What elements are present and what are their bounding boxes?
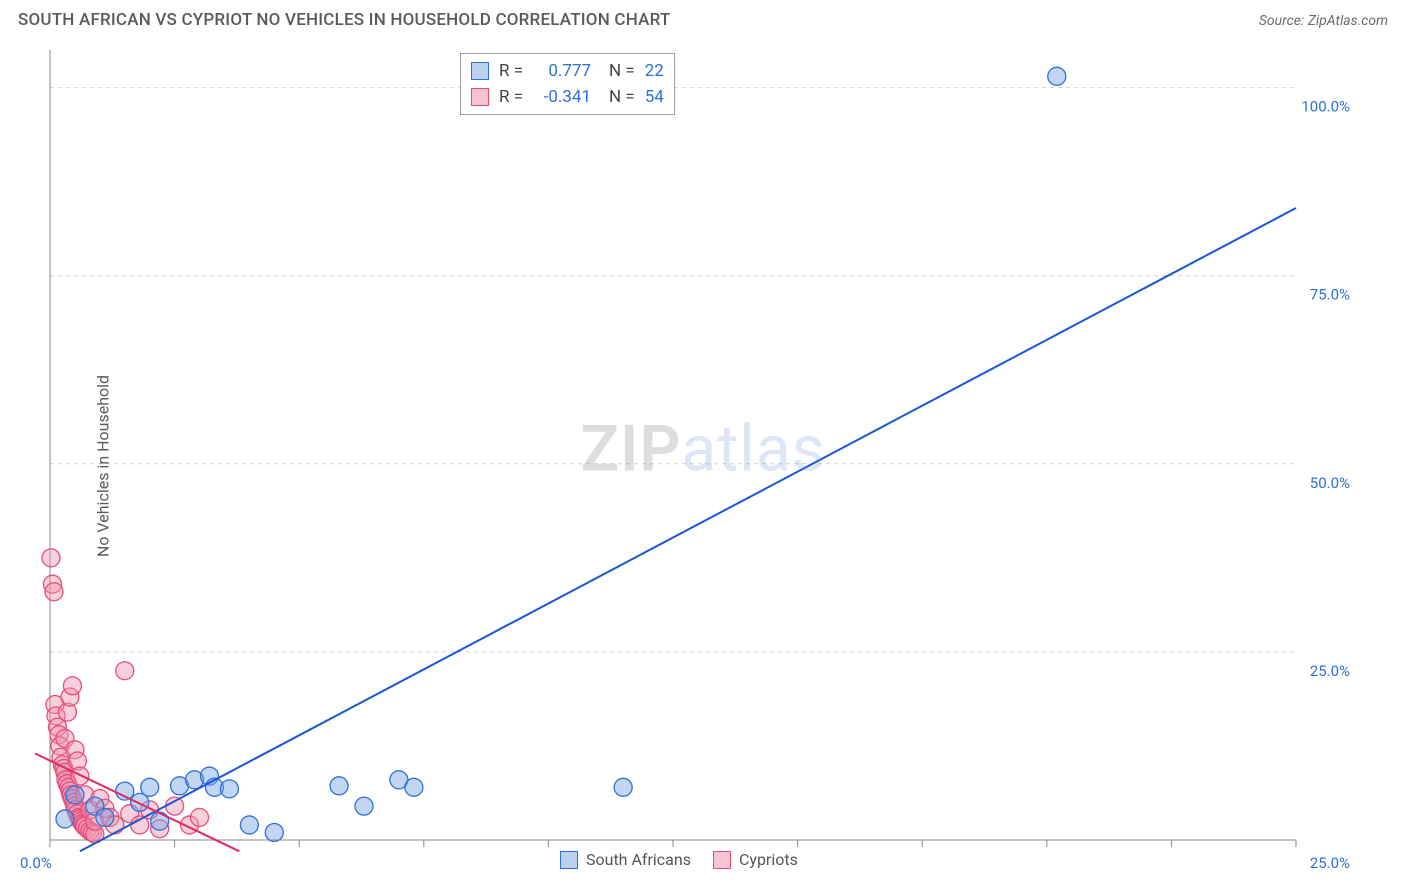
legend-swatch xyxy=(713,851,731,869)
y-tick-label: 25.0% xyxy=(1310,662,1350,680)
legend-item[interactable]: South Africans xyxy=(560,850,691,869)
legend-item[interactable]: Cypriots xyxy=(713,850,798,869)
legend-swatch xyxy=(471,88,489,106)
stats-legend-box: R = 0.777 N = 22 R = -0.341 N = 54 xyxy=(460,53,675,115)
stats-row: R = 0.777 N = 22 xyxy=(471,58,664,84)
x-tick-label: 0.0% xyxy=(20,854,52,872)
x-tick-label: 25.0% xyxy=(1310,854,1350,872)
series-legend: South Africans Cypriots xyxy=(560,850,798,869)
data-point[interactable] xyxy=(220,780,238,798)
data-point[interactable] xyxy=(330,777,348,795)
scatter-chart: 25.0% 50.0% 75.0% 100.0% 0.0% 25.0% xyxy=(0,40,1406,892)
r-value: -0.341 xyxy=(533,87,591,107)
data-point[interactable] xyxy=(96,808,114,826)
data-point[interactable] xyxy=(240,816,258,834)
n-value: 54 xyxy=(645,87,664,107)
legend-swatch xyxy=(560,851,578,869)
data-point[interactable] xyxy=(116,662,134,680)
source-attribution: Source: ZipAtlas.com xyxy=(1259,13,1388,29)
data-point[interactable] xyxy=(45,583,63,601)
r-label: R = xyxy=(499,87,523,107)
y-tick-label: 75.0% xyxy=(1310,286,1350,304)
chart-title: SOUTH AFRICAN VS CYPRIOT NO VEHICLES IN … xyxy=(18,10,670,30)
y-tick-label: 100.0% xyxy=(1301,98,1350,116)
data-point[interactable] xyxy=(614,778,632,796)
data-point[interactable] xyxy=(1048,67,1066,85)
data-point[interactable] xyxy=(63,677,81,695)
r-value: 0.777 xyxy=(533,61,591,81)
data-point[interactable] xyxy=(191,808,209,826)
data-point[interactable] xyxy=(355,797,373,815)
legend-label: Cypriots xyxy=(739,850,798,869)
legend-swatch xyxy=(471,62,489,80)
n-value: 22 xyxy=(645,61,664,81)
data-point[interactable] xyxy=(42,549,60,567)
data-point[interactable] xyxy=(405,778,423,796)
n-label: N = xyxy=(609,61,635,81)
data-point[interactable] xyxy=(166,797,184,815)
r-label: R = xyxy=(499,61,523,81)
data-point[interactable] xyxy=(141,778,159,796)
data-point[interactable] xyxy=(66,786,84,804)
data-point[interactable] xyxy=(265,823,283,841)
regression-line xyxy=(80,208,1296,851)
chart-container: No Vehicles in Household ZIPatlas 25.0%5… xyxy=(0,40,1406,892)
source-link[interactable]: ZipAtlas.com xyxy=(1308,13,1388,29)
stats-row: R = -0.341 N = 54 xyxy=(471,84,664,110)
y-axis-label: No Vehicles in Household xyxy=(94,375,113,557)
source-prefix: Source: xyxy=(1259,13,1308,29)
header-bar: SOUTH AFRICAN VS CYPRIOT NO VEHICLES IN … xyxy=(0,0,1406,36)
data-point[interactable] xyxy=(56,810,74,828)
n-label: N = xyxy=(609,87,635,107)
legend-label: South Africans xyxy=(586,850,691,869)
data-point[interactable] xyxy=(151,812,169,830)
y-tick-label: 50.0% xyxy=(1310,474,1350,492)
